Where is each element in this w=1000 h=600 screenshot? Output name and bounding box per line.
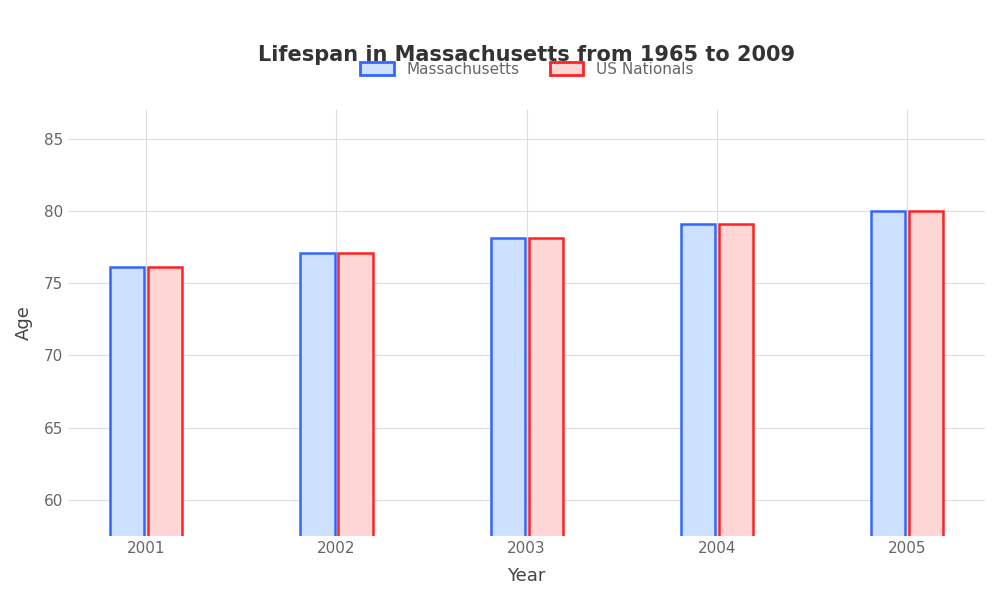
Bar [909,211,943,600]
X-axis label: Year: Year [507,567,546,585]
Bar [491,238,525,600]
Bar [300,253,335,600]
Y-axis label: Age: Age [15,305,33,340]
Bar [719,224,753,600]
Bar [529,238,563,600]
Bar [681,224,715,600]
Bar [338,253,373,600]
Bar [148,267,182,600]
Title: Lifespan in Massachusetts from 1965 to 2009: Lifespan in Massachusetts from 1965 to 2… [258,45,795,65]
Legend: Massachusetts, US Nationals: Massachusetts, US Nationals [360,62,693,77]
Bar [110,267,144,600]
Bar [871,211,905,600]
